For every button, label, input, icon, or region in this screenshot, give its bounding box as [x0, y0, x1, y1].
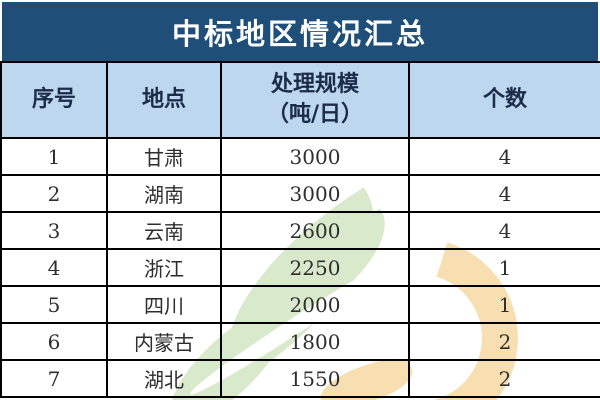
cell-count: 4 [408, 174, 600, 213]
column-header-no-label: 序号 [31, 86, 76, 113]
cell-region: 浙江 [106, 248, 222, 287]
cell-scale: 2600 [220, 211, 410, 250]
cell-scale: 2250 [220, 248, 410, 287]
cell-region: 四川 [106, 285, 222, 324]
bid-regions-table: 序号 地点 处理规模 （吨/日） 个数 1 甘肃 3000 4 [0, 61, 600, 398]
cell-scale: 1800 [220, 322, 410, 361]
cell-no: 5 [0, 285, 108, 324]
column-header-scale-line1: 处理规模 [270, 71, 359, 98]
cell-scale: 1550 [220, 359, 410, 398]
cell-count: 1 [408, 285, 600, 324]
cell-count: 2 [408, 322, 600, 361]
column-header-scale: 处理规模 （吨/日） [220, 61, 410, 139]
column-header-region: 地点 [106, 61, 222, 139]
table-row: 7 湖北 1550 2 [0, 359, 600, 398]
table-row: 6 内蒙古 1800 2 [0, 322, 600, 361]
cell-scale: 3000 [220, 137, 410, 176]
cell-region: 云南 [106, 211, 222, 250]
column-header-region-label: 地点 [141, 86, 186, 113]
column-header-no: 序号 [0, 61, 108, 139]
column-header-count-label: 个数 [482, 86, 527, 113]
cell-region: 湖北 [106, 359, 222, 398]
column-header-count: 个数 [408, 61, 600, 139]
table-row: 3 云南 2600 4 [0, 211, 600, 250]
table-header-row: 序号 地点 处理规模 （吨/日） 个数 [0, 61, 600, 139]
cell-region: 甘肃 [106, 137, 222, 176]
cell-no: 7 [0, 359, 108, 398]
cell-region: 内蒙古 [106, 322, 222, 361]
table-row: 1 甘肃 3000 4 [0, 137, 600, 176]
cell-scale: 2000 [220, 285, 410, 324]
cell-count: 4 [408, 211, 600, 250]
cell-count: 4 [408, 137, 600, 176]
table-row: 2 湖南 3000 4 [0, 174, 600, 213]
cell-count: 1 [408, 248, 600, 287]
cell-no: 2 [0, 174, 108, 213]
table-title-bar: 中标地区情况汇总 [2, 2, 598, 61]
cell-count: 2 [408, 359, 600, 398]
column-header-scale-line2: （吨/日） [266, 101, 364, 127]
cell-no: 3 [0, 211, 108, 250]
cell-region: 湖南 [106, 174, 222, 213]
cell-no: 6 [0, 322, 108, 361]
table-row: 5 四川 2000 1 [0, 285, 600, 324]
cell-no: 4 [0, 248, 108, 287]
cell-no: 1 [0, 137, 108, 176]
cell-scale: 3000 [220, 174, 410, 213]
page-title: 中标地区情况汇总 [171, 16, 428, 51]
table-row: 4 浙江 2250 1 [0, 248, 600, 287]
